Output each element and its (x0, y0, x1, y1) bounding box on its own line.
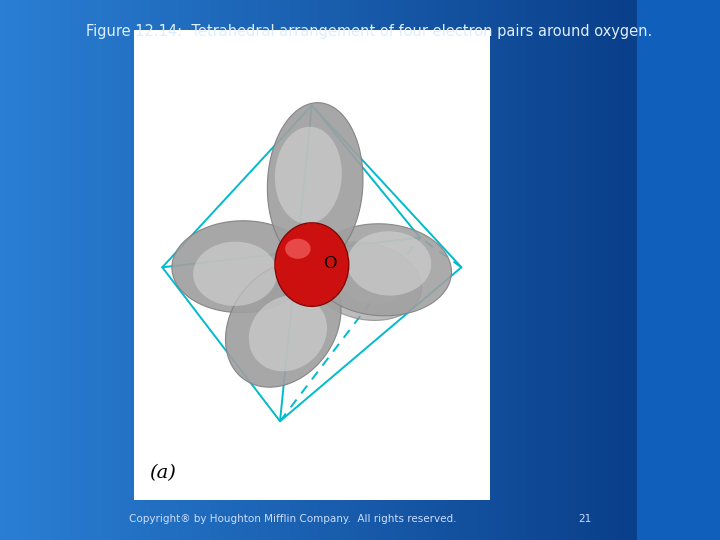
Ellipse shape (280, 229, 343, 300)
Text: (a): (a) (150, 464, 176, 482)
Ellipse shape (308, 260, 315, 269)
Text: 21: 21 (579, 515, 592, 524)
Ellipse shape (300, 251, 324, 279)
Ellipse shape (294, 244, 330, 285)
Ellipse shape (302, 254, 322, 275)
Ellipse shape (289, 238, 335, 291)
Ellipse shape (279, 227, 345, 302)
Text: Copyright® by Houghton Mifflin Company.  All rights reserved.: Copyright® by Houghton Mifflin Company. … (129, 515, 456, 524)
Ellipse shape (278, 226, 346, 303)
Polygon shape (310, 242, 422, 320)
Ellipse shape (310, 262, 315, 267)
Ellipse shape (282, 232, 341, 298)
Ellipse shape (307, 259, 317, 270)
Ellipse shape (292, 242, 331, 287)
Polygon shape (193, 241, 277, 306)
Ellipse shape (310, 263, 313, 266)
Ellipse shape (303, 255, 320, 274)
Polygon shape (249, 295, 327, 372)
Polygon shape (172, 221, 312, 313)
Ellipse shape (282, 230, 342, 299)
Ellipse shape (284, 233, 340, 296)
Ellipse shape (287, 237, 336, 292)
Ellipse shape (298, 249, 325, 280)
Text: O: O (323, 255, 337, 272)
Bar (134, 30, 490, 500)
Polygon shape (275, 127, 342, 224)
Ellipse shape (276, 225, 347, 305)
Polygon shape (312, 224, 451, 316)
Ellipse shape (297, 248, 326, 281)
Polygon shape (267, 103, 363, 265)
Ellipse shape (275, 223, 348, 306)
Ellipse shape (287, 235, 338, 294)
Ellipse shape (294, 245, 329, 284)
Ellipse shape (305, 256, 319, 273)
Ellipse shape (296, 247, 328, 282)
Ellipse shape (291, 241, 333, 288)
Ellipse shape (285, 239, 310, 259)
Ellipse shape (285, 234, 338, 295)
Polygon shape (347, 231, 431, 295)
Ellipse shape (306, 258, 318, 272)
Ellipse shape (290, 240, 334, 289)
Polygon shape (225, 262, 341, 387)
Ellipse shape (301, 252, 323, 277)
Polygon shape (339, 251, 408, 305)
Text: Figure 12.14:  Tetrahedral arrangement of four electron pairs around oxygen.: Figure 12.14: Tetrahedral arrangement of… (86, 24, 652, 39)
